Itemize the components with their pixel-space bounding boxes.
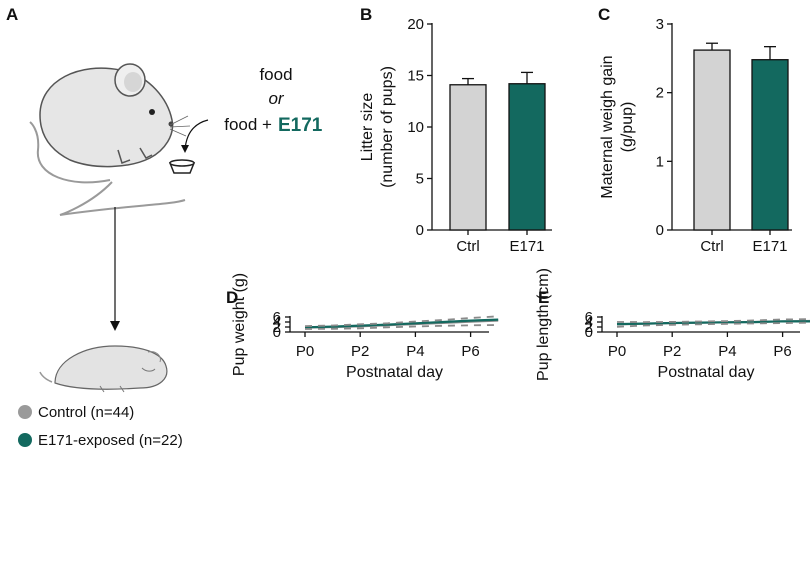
panel-letter-b: B: [360, 5, 372, 24]
x-axis-title: Postnatal day: [346, 364, 443, 381]
y-tick-label: 0: [585, 324, 593, 341]
food-arrow-icon: [181, 119, 209, 153]
x-tick-label: P0: [296, 343, 314, 360]
y-tick-label: 15: [407, 68, 424, 85]
panel-letter-e: E: [538, 288, 549, 307]
food-bowl-icon: [168, 159, 196, 174]
bar-ctrl: [693, 49, 731, 231]
food-plus-label: food +: [224, 115, 272, 134]
y-tick-label: 3: [656, 16, 664, 33]
series-line-e171-exposed: [616, 320, 810, 326]
bar-ctrl: [449, 84, 487, 231]
x-tick-label: P6: [461, 343, 479, 360]
y-tick-label: 4: [273, 314, 281, 331]
x-tick-label: Ctrl: [456, 238, 479, 255]
y-axis-title: Pup weight (g): [231, 273, 248, 376]
y-tick-label: 2: [585, 319, 593, 336]
or-label: or: [268, 89, 284, 108]
series-line-control-upper: [304, 315, 499, 327]
y-tick-label: 0: [656, 222, 664, 239]
legend-control-label: Control (n=44): [38, 404, 134, 421]
y-axis-title-line1: Maternal weigh gain: [599, 55, 616, 198]
y-axis-title-line2: (g/pup): [619, 102, 636, 153]
panel-letter-d: D: [226, 288, 238, 307]
series-line-control-upper: [616, 318, 810, 324]
x-tick-label: E171: [509, 238, 544, 255]
x-tick-label: P4: [406, 343, 424, 360]
y-tick-label: 0: [273, 324, 281, 341]
y-tick-label: 1: [656, 153, 664, 170]
series-line-control-lower: [616, 321, 810, 328]
panel-letter-a: A: [6, 5, 18, 24]
bar-e171: [751, 59, 789, 231]
x-tick-label: P2: [351, 343, 369, 360]
bar-e171: [508, 83, 546, 231]
series-line-control-lower: [304, 324, 499, 330]
x-axis-title: Postnatal day: [658, 364, 755, 381]
series-line-e171-exposed: [304, 318, 499, 329]
food-label: food: [259, 65, 292, 84]
y-tick-label: 0: [416, 222, 424, 239]
x-tick-label: E171: [752, 238, 787, 255]
y-tick-label: 20: [407, 16, 424, 33]
y-tick-label: 2: [656, 85, 664, 102]
x-tick-label: P0: [608, 343, 626, 360]
pup-illustration: [39, 345, 168, 393]
y-tick-label: 6: [585, 309, 593, 326]
adult-mouse-illustration: [29, 63, 191, 216]
chart-maternal-weight-gain: 0 1 2 3 Ctrl E171 Maternal weigh gain (g/pup): [599, 16, 792, 255]
y-tick-label: 5: [416, 171, 424, 188]
y-axis-title-line1: Litter size: [359, 93, 376, 162]
x-tick-label: P6: [773, 343, 791, 360]
y-tick-label: 4: [585, 314, 593, 331]
y-tick-label: 2: [273, 319, 281, 336]
y-axis-title-line2: (number of pups): [379, 66, 396, 188]
y-tick-label: 6: [273, 309, 281, 326]
legend-e171-marker: [18, 433, 32, 447]
x-tick-label: P2: [663, 343, 681, 360]
legend-control-marker: [18, 405, 32, 419]
x-tick-label: P4: [718, 343, 736, 360]
chart-litter-size: 0 5 10 15 20 Ctrl E171 Litter size (number of pu…: [359, 16, 552, 255]
y-tick-label: 10: [407, 119, 424, 136]
legend: Control (n=44) E171-exposed (n=22): [18, 404, 183, 449]
x-tick-label: Ctrl: [700, 238, 723, 255]
y-axis-title: Pup length (cm): [535, 268, 552, 381]
panel-letter-c: C: [598, 5, 610, 24]
legend-e171-label: E171-exposed (n=22): [38, 432, 183, 449]
timeline-arrow-icon: [110, 207, 120, 331]
e171-label: E171: [278, 115, 323, 136]
